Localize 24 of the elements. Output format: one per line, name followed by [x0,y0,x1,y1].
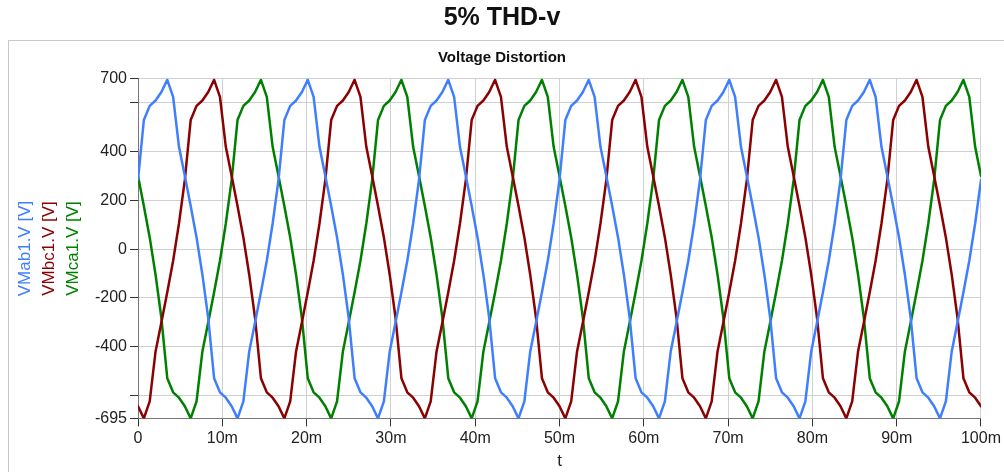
x-tick-label: 20m [291,429,323,447]
y-tick-label: -200 [94,288,128,306]
x-tick-label: 0 [133,429,143,447]
x-tick-label: 40m [459,429,491,447]
y-tick-label: 200 [100,190,128,208]
x-tick-label: 30m [375,429,407,447]
x-tick-label: 50m [543,429,576,447]
y-tick-label: 400 [100,142,128,160]
text: VMbc1.V [V] [38,201,58,296]
text: VMca1.V [V] [62,201,82,296]
chart-title: 5% THD-v [442,2,562,31]
x-tick-label: 100m [960,429,1001,447]
text: VMab1.V [V] [14,200,34,297]
y-tick-label: 0 [118,239,128,257]
y-tick-label: -400 [94,336,128,354]
y-tick-label: 700 [100,69,128,87]
chart-subtitle: Voltage Distortion [436,48,568,65]
x-tick-label: 10m [206,429,238,447]
x-tick-label: 90m [881,429,913,447]
x-tick-label: 80m [796,429,828,447]
x-axis-title: t [557,451,563,471]
y-tick-label: -695 [94,408,128,426]
x-tick-label: 70m [712,429,744,447]
x-tick-label: 60m [628,429,660,447]
